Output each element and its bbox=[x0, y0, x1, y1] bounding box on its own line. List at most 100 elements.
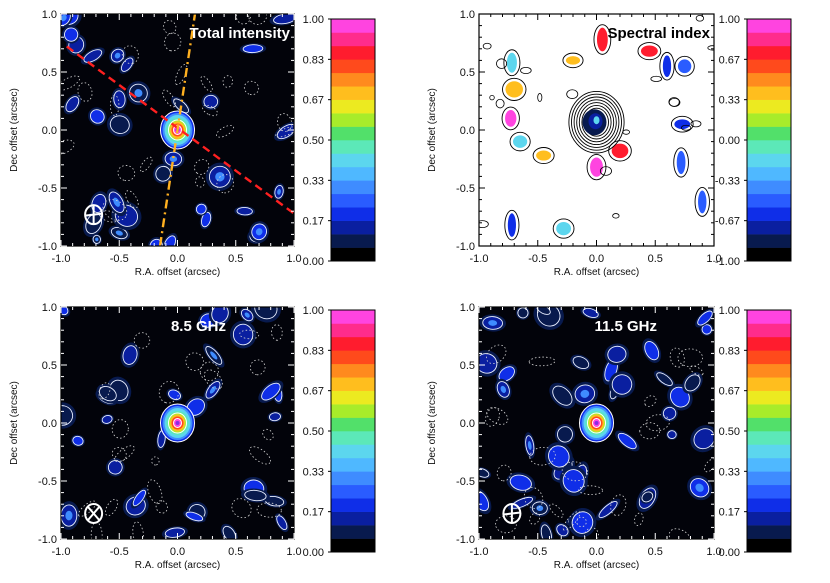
noise-contour bbox=[98, 386, 117, 402]
colorbar-step bbox=[747, 498, 791, 512]
y-tick-label: 0.5 bbox=[42, 360, 57, 372]
colorbar-step bbox=[747, 511, 791, 526]
x-tick-label: 1.0 bbox=[286, 253, 301, 265]
colorbar: 1.00 0.67 0.33 0.00 -0.33 -0.67 -1.00 bbox=[715, 14, 792, 268]
colorbar-label: 0.17 bbox=[303, 216, 324, 228]
colorbar-step bbox=[747, 323, 791, 338]
y-tick-label: -0.5 bbox=[456, 183, 475, 195]
y-tick-label: -1.0 bbox=[456, 534, 475, 546]
index-contour bbox=[509, 131, 531, 152]
colorbar-label: 0.67 bbox=[719, 386, 740, 398]
negative-contour bbox=[111, 419, 129, 439]
negative-contour bbox=[523, 487, 544, 509]
colorbar-step bbox=[331, 431, 375, 445]
negative-contour bbox=[610, 494, 627, 516]
colorbar-step bbox=[331, 126, 375, 141]
colorbar-step bbox=[747, 207, 791, 221]
noise-contour bbox=[556, 524, 569, 537]
noise-contour bbox=[517, 307, 529, 319]
noise-peak bbox=[115, 230, 123, 236]
colorbar-label: 0.67 bbox=[303, 95, 324, 107]
noise-contour bbox=[479, 490, 490, 512]
y-tick-label: -0.5 bbox=[38, 183, 57, 195]
index-contour bbox=[504, 209, 520, 241]
negative-contour bbox=[231, 498, 252, 519]
index-contour bbox=[622, 129, 630, 135]
colorbar-step bbox=[747, 350, 791, 365]
negative-contour bbox=[584, 527, 599, 539]
index-patch bbox=[611, 143, 629, 159]
x-tick-label: -0.5 bbox=[528, 546, 547, 558]
index-patch bbox=[676, 150, 686, 175]
x-tick-label: 0.0 bbox=[170, 253, 185, 265]
index-contour bbox=[673, 147, 689, 178]
negative-contour bbox=[158, 380, 180, 404]
colorbar-step bbox=[747, 59, 791, 74]
panel-title: 8.5 GHz bbox=[171, 318, 226, 335]
noise-peak bbox=[500, 385, 507, 393]
noise-contour bbox=[91, 193, 107, 213]
colorbar-step bbox=[747, 180, 791, 195]
index-contour bbox=[532, 147, 555, 164]
noise-contour bbox=[557, 426, 573, 443]
colorbar-label: 0.83 bbox=[303, 54, 324, 66]
index-contour bbox=[680, 124, 692, 131]
noise-contour bbox=[203, 94, 219, 109]
negative-contour bbox=[78, 500, 97, 517]
index-patch bbox=[536, 150, 552, 161]
index-contour bbox=[707, 45, 714, 51]
colorbar-step bbox=[331, 193, 375, 208]
noise-contour bbox=[122, 345, 138, 365]
beam-symbol bbox=[84, 204, 104, 226]
negative-contour bbox=[485, 344, 507, 365]
colorbar-step bbox=[331, 498, 375, 512]
noise-peak bbox=[255, 228, 263, 236]
colorbar-step bbox=[331, 180, 375, 195]
y-axis-label: Dec offset (arcsec) bbox=[9, 88, 20, 172]
colorbar-label: 0.67 bbox=[303, 386, 324, 398]
negative-contour bbox=[121, 45, 139, 65]
x-tick-label: 0.0 bbox=[589, 253, 604, 265]
x-axis-label: R.A. offset (arcsec) bbox=[554, 267, 639, 278]
colorbar-step bbox=[331, 390, 375, 405]
noise-contour bbox=[232, 323, 254, 346]
colorbar-step bbox=[747, 444, 791, 459]
noise-contour bbox=[113, 90, 126, 109]
index-patch bbox=[698, 190, 707, 214]
negative-contour bbox=[185, 352, 204, 371]
index-patch bbox=[505, 81, 523, 98]
negative-contour bbox=[117, 165, 136, 182]
colorbar-step bbox=[331, 538, 375, 553]
noise-contour bbox=[607, 345, 627, 363]
colorbar-step bbox=[331, 471, 375, 486]
colorbar-step bbox=[747, 417, 791, 432]
negative-contour bbox=[495, 515, 517, 534]
colorbar-step bbox=[747, 153, 791, 168]
colorbar-step bbox=[331, 166, 375, 181]
x-tick-label: -1.0 bbox=[52, 546, 71, 558]
colorbar: 1.00 0.83 0.67 0.50 0.33 0.17 0.00 bbox=[719, 305, 792, 559]
noise-contour bbox=[641, 491, 654, 503]
x-tick-label: -1.0 bbox=[470, 253, 489, 265]
colorbar-step bbox=[747, 86, 791, 100]
colorbar-step bbox=[747, 484, 791, 499]
noise-peak bbox=[114, 52, 121, 59]
index-contour bbox=[586, 153, 607, 181]
noise-peak bbox=[695, 483, 704, 492]
x-tick-label: 0.5 bbox=[648, 253, 663, 265]
colorbar-step bbox=[331, 32, 375, 47]
negative-contour bbox=[644, 395, 657, 407]
index-patch bbox=[677, 59, 692, 74]
y-tick-label: -1.0 bbox=[38, 241, 57, 253]
index-contour bbox=[593, 24, 612, 55]
noise-peak bbox=[169, 155, 178, 162]
colorbar-step bbox=[331, 363, 375, 378]
negative-contour bbox=[102, 199, 128, 221]
colorbar-step bbox=[747, 525, 791, 539]
colorbar-label: 0.33 bbox=[303, 466, 324, 478]
index-contour bbox=[576, 99, 617, 146]
noise-contour bbox=[697, 310, 713, 326]
y-tick-label: 1.0 bbox=[460, 9, 475, 21]
negative-contour bbox=[243, 80, 260, 96]
orange-dashdot-line bbox=[158, 14, 197, 246]
